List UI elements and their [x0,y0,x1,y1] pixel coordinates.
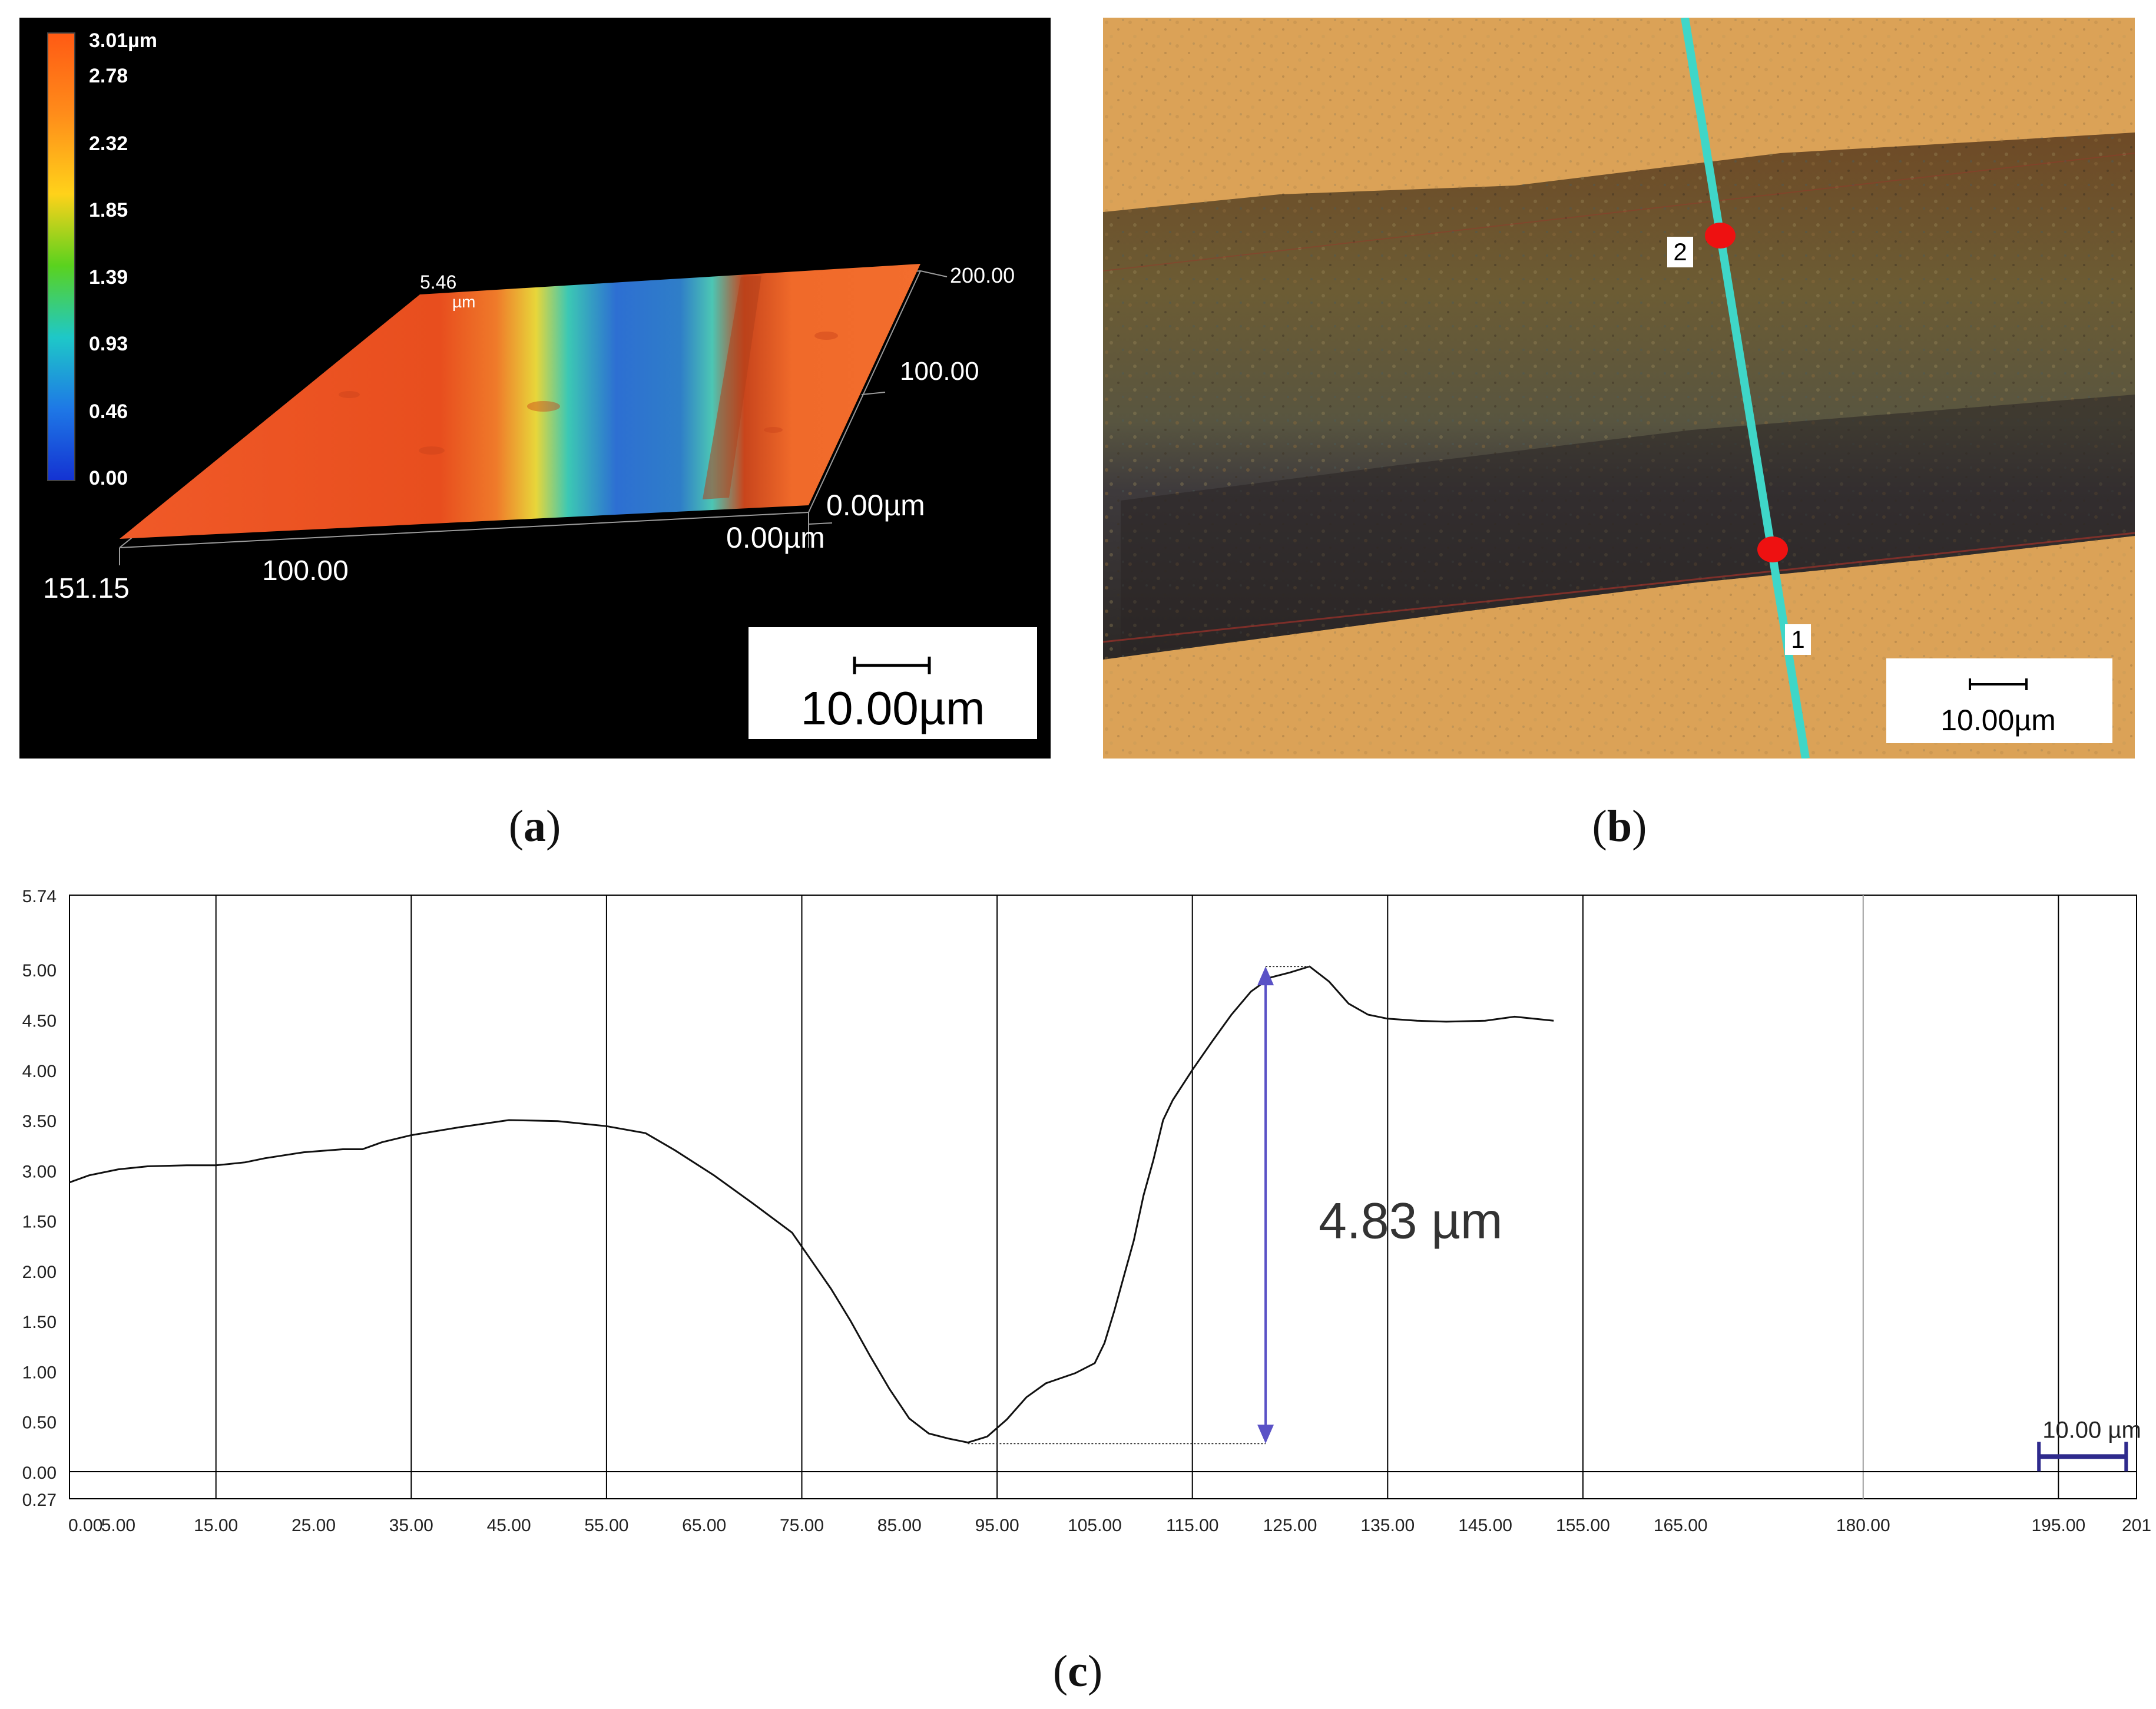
panel-a-3d-surface: 3.01µm 2.78 2.32 1.85 1.39 0.93 0.46 0.0… [19,18,1051,759]
x-tick-label: 165.00 [1654,1516,1708,1535]
panel-a-svg: 3.01µm 2.78 2.32 1.85 1.39 0.93 0.46 0.0… [43,29,1037,739]
edge-line [1103,532,2135,643]
x-max-label: 151.15 [43,573,130,604]
panel-b-svg: 2 1 10.00µm [1103,18,2135,759]
x-tick-label: 145.00 [1458,1516,1512,1535]
scale-bar-line [1969,678,2028,690]
chart-scale-bar [2037,1442,2128,1472]
profile-line [69,965,1554,1444]
gridlines [69,895,2137,1499]
surface-pits [339,332,838,455]
caption-c: (c) [1052,1647,1103,1696]
scale-bar-label: 10.00µm [1940,704,2056,737]
colorbar-label: 2.32 [89,133,128,155]
x-tick-label: 0.00 [68,1516,102,1535]
marker-2-label-box [1667,237,1693,267]
scale-bar-line [853,657,931,674]
z-unit-label: µm [452,293,475,311]
x-tick-label: 201 [2122,1516,2151,1535]
caption-b: (b) [1592,801,1647,851]
marker-2-label: 2 [1673,238,1687,266]
annotation-arrow-head-bottom [1257,1425,1274,1444]
colorbar-label: 1.39 [89,266,128,289]
panel-c-profile-chart: 5.74 5.00 4.50 4.00 3.50 3.00 1.50 2.00 1.50 1.00… [0,872,2156,1578]
x-tick-label: 115.00 [1166,1516,1219,1535]
x-tick-label: 180.00 [1836,1516,1890,1535]
panel-b-optical-image: 2 1 10.00µm [1103,18,2135,759]
x-tick-label: 55.00 [584,1516,628,1535]
x-zero-label: 0.00µm [726,521,825,554]
x-tick-label: 105.00 [1068,1516,1122,1535]
annotation-label: 4.83 µm [1319,1193,1502,1250]
x-tick-label: 15.00 [194,1516,238,1535]
y-max-label: 200.00 [950,263,1015,287]
marker-1 [1757,536,1788,562]
profile-chart-svg: 5.74 5.00 4.50 4.00 3.50 3.00 1.50 2.00 1.50 1.00… [22,887,2151,1535]
y-tick-label: 0.50 [22,1413,57,1433]
x-tick-label: 135.00 [1360,1516,1415,1535]
height-annotation [968,966,1310,1445]
y-tick-label: 1.50 [22,1213,57,1232]
colorbar-label: 3.01µm [89,29,157,52]
annotation-arrow-head-top [1257,966,1274,986]
x-tick-labels: 0.005.00 15.00 25.00 35.00 45.00 55.00 65.00 75… [68,1516,2151,1535]
x-tick-label: 195.00 [2031,1516,2085,1535]
x-tick-label: 95.00 [975,1516,1019,1535]
x-tick-label: 65.00 [682,1516,726,1535]
x-mid-label: 100.00 [262,555,349,587]
y-tick-label: 4.50 [22,1011,57,1031]
y-mid-label: 100.00 [900,357,979,386]
y-tick-label: 5.00 [22,961,57,981]
track-groove [1121,395,2135,654]
y-tick-label: 0.27 [22,1491,57,1510]
y-zero-label: 0.00µm [826,489,925,522]
marker-2 [1705,223,1736,249]
x-tick-label: 25.00 [292,1516,336,1535]
surface-map [120,264,920,539]
x-tick-label: 155.00 [1556,1516,1610,1535]
y-tick-label: 5.74 [22,887,57,906]
y-tick-label: 3.00 [22,1162,57,1181]
y-tick-label: 2.00 [22,1263,57,1282]
marker-1-label-box [1785,624,1811,655]
x-tick-label: 45.00 [487,1516,531,1535]
scale-bar-box [1886,658,2112,743]
colorbar [47,32,75,481]
scale-bar-box [749,627,1037,739]
colorbar-label: 0.00 [89,467,128,489]
scale-bar-label: 10.00µm [801,682,985,734]
colorbar-label: 2.78 [89,65,128,87]
x-tick-label: 35.00 [389,1516,433,1535]
y-tick-label: 0.00 [22,1463,57,1483]
x-tick-label: 5.00 [101,1516,135,1535]
colorbar-label: 0.93 [89,333,128,355]
x-tick-label: 75.00 [780,1516,824,1535]
y-tick-label: 3.50 [22,1112,57,1131]
caption-a: (a) [508,801,561,851]
y-tick-label: 4.00 [22,1062,57,1081]
colorbar-label: 1.85 [89,199,128,221]
y-tick-labels: 5.74 5.00 4.50 4.00 3.50 3.00 1.50 2.00 1.50 1.00… [22,887,57,1510]
x-tick-label: 125.00 [1263,1516,1317,1535]
chart-scale-bar-label: 10.00 µm [2042,1417,2141,1443]
y-tick-label: 1.00 [22,1363,57,1382]
plot-frame [69,895,2137,1499]
colorbar-label: 0.46 [89,400,128,423]
marker-1-label: 1 [1791,625,1804,653]
x-tick-label: 85.00 [877,1516,922,1535]
surface-edge-wall [703,276,761,499]
y-tick-label: 1.50 [22,1313,57,1332]
z-max-label: 5.46 [420,271,456,293]
